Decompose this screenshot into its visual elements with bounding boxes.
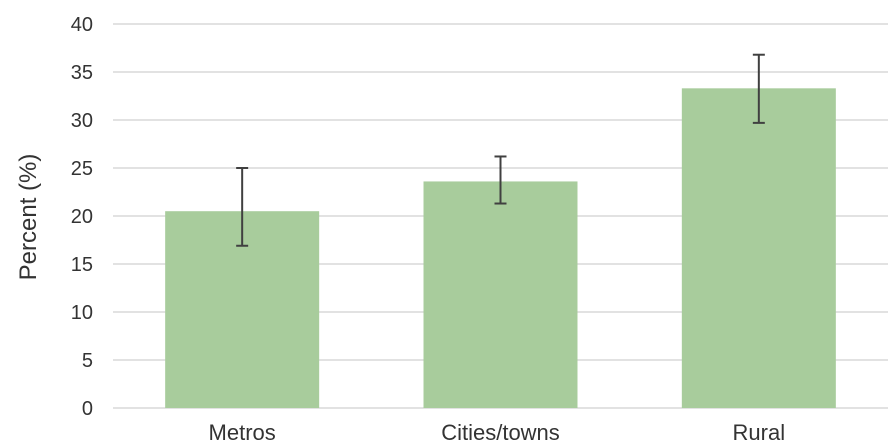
error-bars [236, 53, 765, 247]
y-tick-label: 5 [82, 350, 93, 372]
y-tick-label: 20 [71, 206, 93, 228]
y-tick-label: 40 [71, 14, 93, 36]
error-bar [752, 53, 765, 124]
x-category-label: Metros [209, 420, 276, 445]
x-category-label: Cities/towns [441, 420, 560, 445]
y-tick-label: 25 [71, 158, 93, 180]
y-tick-label: 30 [71, 110, 93, 132]
x-category-label: Rural [733, 420, 786, 445]
bar [423, 181, 578, 408]
y-axis-ticks: 0 5 10 15 20 25 30 35 40 [71, 14, 93, 420]
y-tick-label: 35 [71, 62, 93, 84]
bar [681, 88, 836, 408]
error-bar [494, 155, 507, 205]
error-bar [236, 167, 249, 247]
bars [165, 88, 836, 408]
y-tick-label: 10 [71, 302, 93, 324]
y-tick-label: 15 [71, 254, 93, 276]
y-tick-label: 0 [82, 398, 93, 420]
y-axis-label: Percent (%) [15, 154, 42, 281]
x-axis-categories: Metros Cities/towns Rural [209, 420, 786, 445]
